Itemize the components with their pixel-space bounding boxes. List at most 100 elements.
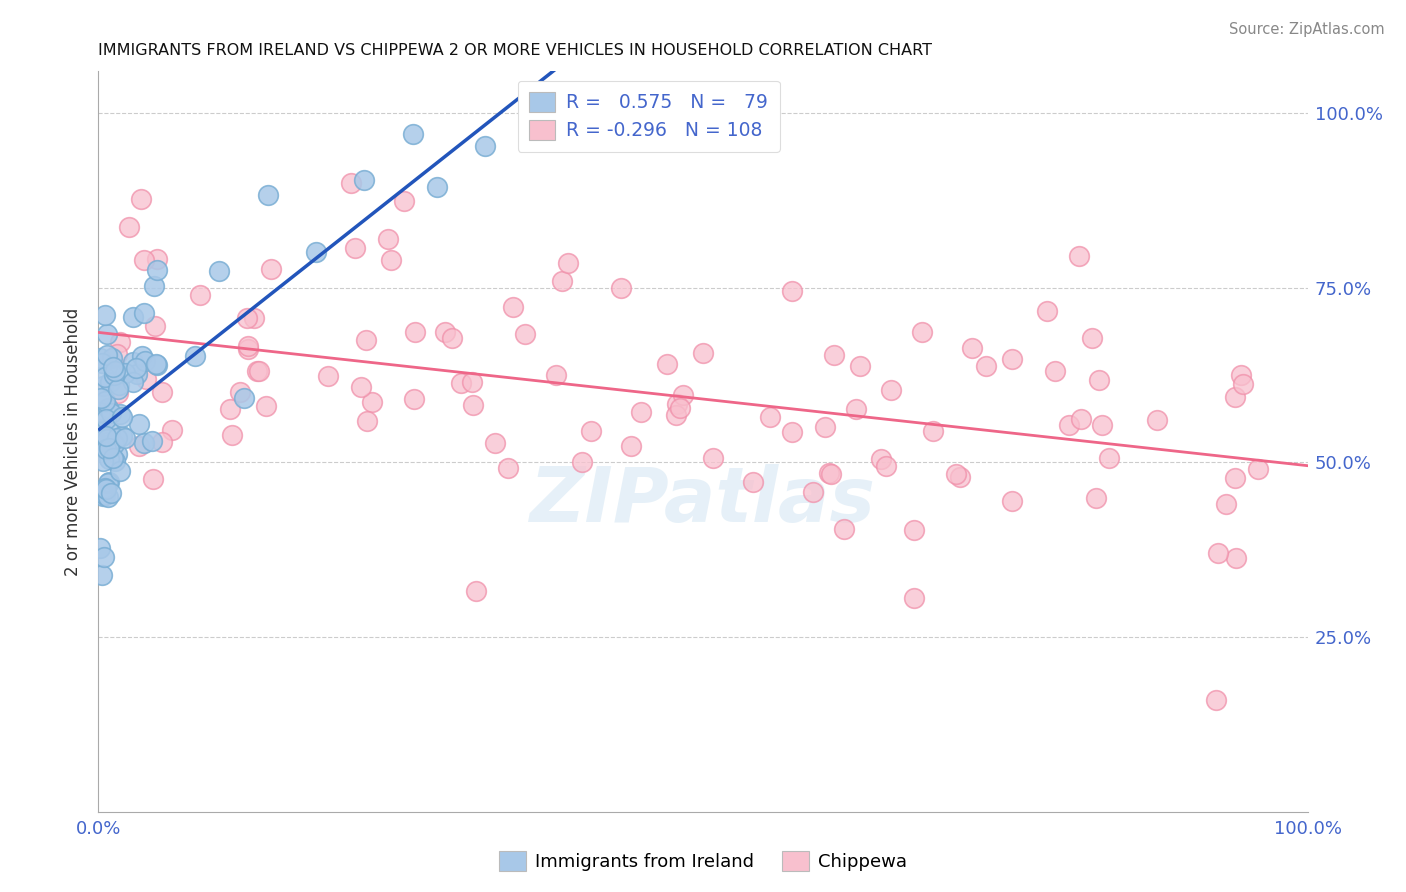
Point xyxy=(105,346,128,360)
Point xyxy=(96,411,118,425)
Point xyxy=(354,333,377,347)
Point xyxy=(104,364,127,378)
Point xyxy=(96,435,118,450)
Point xyxy=(1057,417,1080,432)
Point xyxy=(132,306,155,320)
Point xyxy=(551,275,574,289)
Point xyxy=(1230,368,1253,383)
Point xyxy=(143,319,166,334)
Point xyxy=(150,385,173,400)
Point xyxy=(460,375,482,389)
Point xyxy=(665,408,688,422)
Point xyxy=(100,406,122,420)
Point xyxy=(107,377,129,392)
Point xyxy=(402,127,425,141)
Point xyxy=(129,192,152,206)
Point xyxy=(134,435,156,450)
Point xyxy=(350,380,373,394)
Point xyxy=(103,437,125,451)
Point xyxy=(208,264,231,278)
Point xyxy=(557,256,579,270)
Point xyxy=(1081,331,1104,345)
Point xyxy=(98,441,121,455)
Point xyxy=(96,428,118,442)
Point xyxy=(90,391,112,405)
Point xyxy=(122,310,145,325)
Point xyxy=(879,383,901,397)
Point xyxy=(232,392,254,406)
Point xyxy=(121,376,143,390)
Point xyxy=(238,342,260,356)
Point xyxy=(377,232,399,246)
Point xyxy=(89,425,111,440)
Legend: Immigrants from Ireland, Chippewa: Immigrants from Ireland, Chippewa xyxy=(492,844,914,879)
Point xyxy=(450,376,472,390)
Point xyxy=(134,253,156,268)
Point xyxy=(353,173,375,187)
Point xyxy=(94,488,117,502)
Point xyxy=(1036,303,1059,318)
Point xyxy=(441,331,464,345)
Point xyxy=(135,372,157,386)
Point xyxy=(945,467,967,481)
Point xyxy=(814,420,837,434)
Point xyxy=(630,405,652,419)
Point xyxy=(142,472,165,486)
Point xyxy=(343,241,366,255)
Point xyxy=(89,422,111,436)
Point xyxy=(1098,451,1121,466)
Point xyxy=(820,467,842,481)
Point xyxy=(93,549,115,564)
Point xyxy=(1091,417,1114,432)
Point xyxy=(1001,352,1024,367)
Point xyxy=(146,252,169,266)
Point xyxy=(101,359,124,374)
Point xyxy=(100,351,122,365)
Point xyxy=(254,399,277,413)
Point xyxy=(426,179,449,194)
Point xyxy=(465,584,488,599)
Point xyxy=(1225,551,1247,566)
Point xyxy=(94,308,117,322)
Point xyxy=(1070,412,1092,426)
Point xyxy=(247,364,270,378)
Point xyxy=(97,475,120,489)
Point xyxy=(1084,491,1107,505)
Point xyxy=(91,454,114,468)
Point xyxy=(110,407,132,421)
Point xyxy=(97,476,120,491)
Point xyxy=(94,482,117,496)
Point xyxy=(103,368,125,383)
Point xyxy=(236,310,259,325)
Point xyxy=(759,410,782,425)
Text: Source: ZipAtlas.com: Source: ZipAtlas.com xyxy=(1229,22,1385,37)
Point xyxy=(101,451,124,466)
Point xyxy=(702,451,724,466)
Point xyxy=(360,395,382,409)
Point xyxy=(96,349,118,363)
Point xyxy=(1247,462,1270,476)
Point xyxy=(89,405,111,419)
Point xyxy=(832,522,855,536)
Point xyxy=(118,220,141,235)
Point xyxy=(105,431,128,445)
Point xyxy=(818,466,841,480)
Point xyxy=(903,524,925,538)
Point xyxy=(305,245,328,260)
Point xyxy=(1206,546,1229,560)
Point xyxy=(100,486,122,500)
Point xyxy=(90,568,112,582)
Point xyxy=(921,424,943,438)
Point xyxy=(96,442,118,457)
Point xyxy=(246,364,269,378)
Point xyxy=(668,401,690,416)
Point xyxy=(221,428,243,442)
Point xyxy=(949,470,972,484)
Point xyxy=(114,366,136,380)
Point xyxy=(134,353,156,368)
Point xyxy=(870,452,893,467)
Point xyxy=(484,435,506,450)
Point xyxy=(107,385,129,400)
Point xyxy=(127,367,149,381)
Point xyxy=(903,591,925,606)
